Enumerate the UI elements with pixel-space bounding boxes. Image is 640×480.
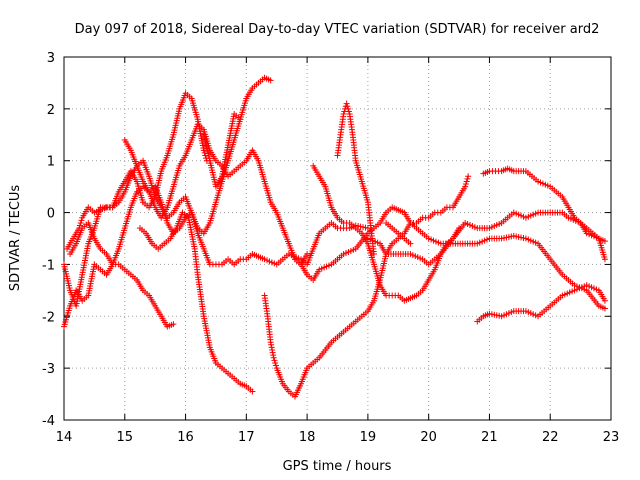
y-tick-label: -1	[42, 258, 55, 273]
data-point	[345, 105, 352, 112]
y-tick-label: 0	[47, 207, 55, 222]
data-point	[270, 352, 277, 359]
data-point	[200, 147, 207, 154]
data-point	[237, 116, 244, 123]
series-t6	[136, 209, 256, 395]
y-tick-label: 1	[47, 155, 55, 170]
series-t13	[480, 165, 608, 245]
data-point	[407, 240, 414, 247]
x-tick-label: 19	[360, 430, 377, 445]
series-t2	[64, 157, 371, 268]
data-point	[462, 183, 469, 190]
x-tick-label: 18	[299, 430, 316, 445]
data-point	[270, 354, 277, 361]
data-point	[463, 178, 470, 185]
data-point	[272, 359, 279, 366]
data-point	[343, 100, 350, 107]
chart-title: Day 097 of 2018, Sidereal Day-to-day VTE…	[75, 22, 600, 37]
data-point	[269, 349, 276, 356]
data-point	[344, 103, 351, 110]
x-tick-label: 15	[117, 430, 134, 445]
x-axis-label: GPS time / hours	[283, 459, 392, 474]
series-t8	[261, 173, 472, 400]
data-point	[370, 251, 377, 258]
series-t10	[334, 100, 377, 258]
y-tick-label: 2	[47, 103, 55, 118]
series-t14	[474, 282, 608, 325]
data-point	[304, 251, 311, 258]
data-point	[267, 339, 274, 346]
x-tick-label: 21	[481, 430, 498, 445]
y-tick-label: -2	[42, 310, 55, 325]
data-point	[464, 175, 471, 182]
series-t15	[383, 219, 414, 247]
x-tick-label: 22	[542, 430, 559, 445]
data-point	[268, 344, 275, 351]
data-point	[249, 388, 256, 395]
data-point	[462, 181, 469, 188]
data-point	[267, 77, 274, 84]
x-tick-label: 16	[177, 430, 194, 445]
x-tick-label: 23	[603, 430, 620, 445]
data-point	[601, 297, 608, 304]
data-point	[340, 111, 347, 118]
series-t12	[364, 209, 608, 268]
data-point	[77, 219, 84, 226]
data-point	[268, 341, 275, 348]
data-point	[78, 217, 85, 224]
data-points	[61, 74, 608, 400]
x-tick-label: 14	[56, 430, 73, 445]
x-tick-label: 20	[420, 430, 437, 445]
x-tick-label: 17	[238, 430, 255, 445]
series-t5	[121, 74, 274, 237]
data-point	[271, 357, 278, 364]
y-tick-label: 3	[47, 51, 55, 66]
data-point	[201, 149, 208, 156]
data-point	[601, 256, 608, 263]
y-tick-label: -4	[42, 414, 55, 429]
data-point	[170, 321, 177, 328]
series-t7	[200, 111, 244, 190]
series-t9	[310, 162, 463, 304]
plot-frame	[63, 56, 612, 421]
y-axis-label: SDTVAR / TECUs	[8, 185, 23, 292]
data-point	[601, 238, 608, 245]
data-point	[345, 108, 352, 115]
grid	[64, 57, 611, 420]
data-point	[272, 362, 279, 369]
data-point	[465, 173, 472, 180]
data-point	[601, 305, 608, 312]
series-t11	[291, 204, 608, 312]
series-t4	[67, 121, 311, 268]
data-point	[269, 346, 276, 353]
series-t3	[61, 261, 177, 330]
y-tick-label: -3	[42, 362, 55, 377]
